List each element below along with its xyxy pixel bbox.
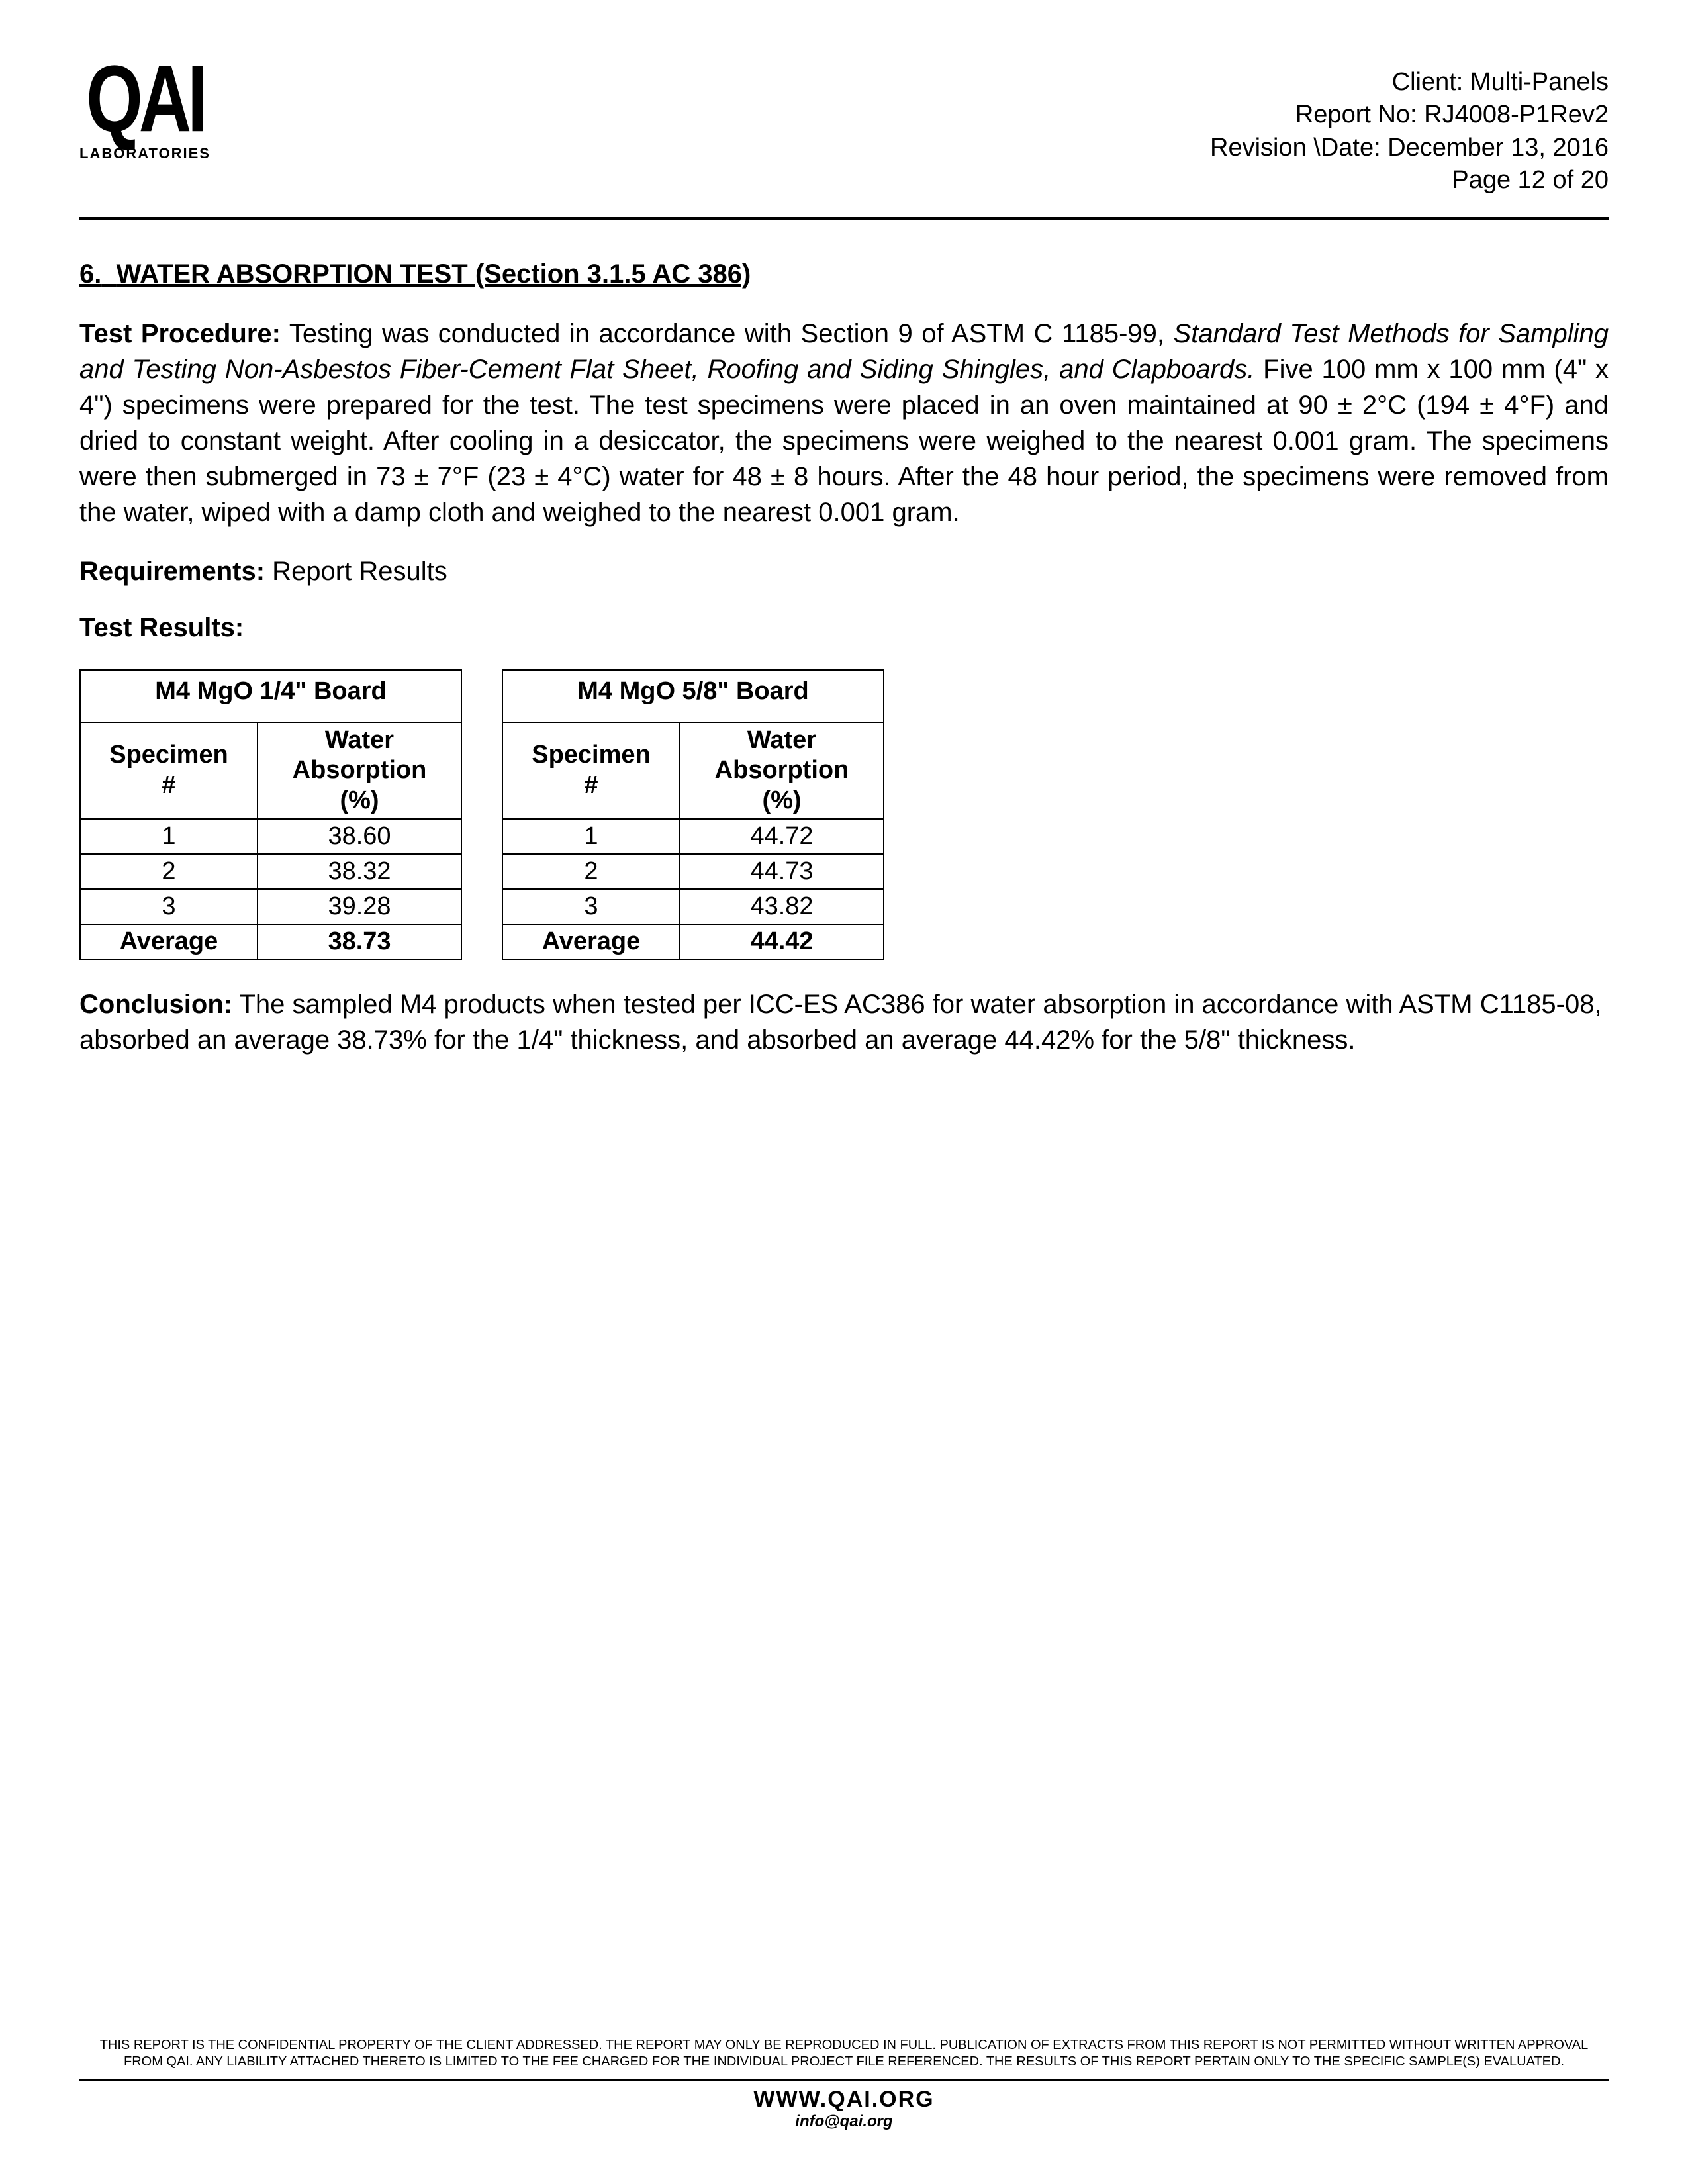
page-header: QAI LABORATORIES Client: Multi-Panels Re… <box>79 66 1609 220</box>
results-label: Test Results: <box>79 613 1609 643</box>
section-heading: 6. WATER ABSORPTION TEST (Section 3.1.5 … <box>79 260 1609 289</box>
client-line: Client: Multi-Panels <box>1210 66 1609 99</box>
report-line: Report No: RJ4008-P1Rev2 <box>1210 99 1609 131</box>
page-footer: THIS REPORT IS THE CONFIDENTIAL PROPERTY… <box>79 2037 1609 2131</box>
col-specimen: Specimen# <box>80 722 258 820</box>
header-meta: Client: Multi-Panels Report No: RJ4008-P… <box>1210 66 1609 197</box>
revision-line: Revision \Date: December 13, 2016 <box>1210 132 1609 164</box>
test-procedure: Test Procedure: Testing was conducted in… <box>79 316 1609 530</box>
col-absorption: WaterAbsorption(%) <box>258 722 461 820</box>
logo: QAI LABORATORIES <box>79 66 211 162</box>
report-page: QAI LABORATORIES Client: Multi-Panels Re… <box>0 0 1688 2184</box>
requirements-line: Requirements: Report Results <box>79 557 1609 587</box>
table-quarter-inch: M4 MgO 1/4" Board Specimen# WaterAbsorpt… <box>79 669 462 961</box>
footer-url: WWW.QAI.ORG <box>79 2087 1609 2113</box>
table-average-row: Average44.42 <box>502 924 884 959</box>
tables-container: M4 MgO 1/4" Board Specimen# WaterAbsorpt… <box>79 669 1609 961</box>
table-row: 244.73 <box>502 854 884 889</box>
footer-email: info@qai.org <box>79 2113 1609 2131</box>
table2-title: M4 MgO 5/8" Board <box>502 670 884 722</box>
table-five-eighths: M4 MgO 5/8" Board Specimen# WaterAbsorpt… <box>502 669 884 961</box>
table-row: 138.60 <box>80 819 461 854</box>
table-row: 238.32 <box>80 854 461 889</box>
table-average-row: Average38.73 <box>80 924 461 959</box>
conclusion: Conclusion: The sampled M4 products when… <box>79 986 1609 1058</box>
table-row: 144.72 <box>502 819 884 854</box>
page-line: Page 12 of 20 <box>1210 164 1609 197</box>
table-row: 343.82 <box>502 889 884 924</box>
table1-title: M4 MgO 1/4" Board <box>80 670 461 722</box>
logo-text: QAI <box>86 56 204 142</box>
disclaimer-text: THIS REPORT IS THE CONFIDENTIAL PROPERTY… <box>79 2037 1609 2081</box>
table-row: 339.28 <box>80 889 461 924</box>
col-specimen: Specimen# <box>502 722 680 820</box>
col-absorption: WaterAbsorption(%) <box>680 722 884 820</box>
procedure-label: Test Procedure: <box>79 319 281 348</box>
